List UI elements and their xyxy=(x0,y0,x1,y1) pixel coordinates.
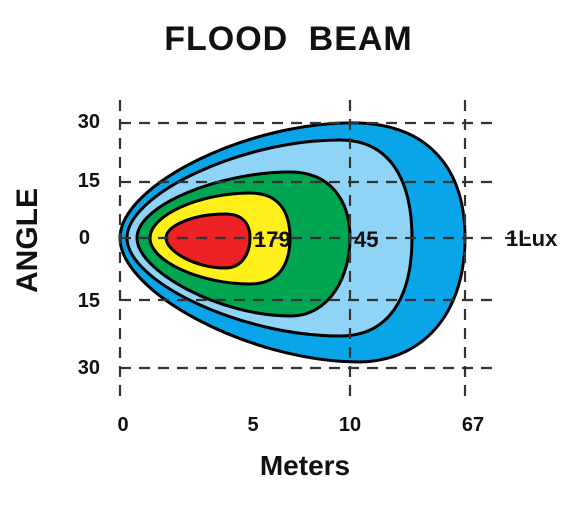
x-tick-5: 5 xyxy=(247,414,259,436)
y-tick-30-top: 30 xyxy=(77,111,100,133)
y-tick-30-bottom: 30 xyxy=(77,357,100,379)
y-tick-15-top: 15 xyxy=(77,170,100,192)
y-tick-0: 0 xyxy=(78,227,90,249)
x-axis-label: Meters xyxy=(259,450,351,481)
zone-red xyxy=(164,212,252,270)
x-tick-0: 0 xyxy=(117,414,129,436)
x-tick-67: 67 xyxy=(461,414,485,436)
x-tick-10: 10 xyxy=(338,414,362,436)
y-tick-15-bottom: 15 xyxy=(77,290,100,312)
value-label-179: 179 xyxy=(254,227,291,252)
grid-lines xyxy=(118,100,530,398)
y-axis-label: ANGLE xyxy=(11,188,44,293)
lux-label: 1Lux xyxy=(506,226,558,251)
diagram-title: FLOOD BEAM xyxy=(164,20,413,58)
value-label-45: 45 xyxy=(354,227,378,252)
